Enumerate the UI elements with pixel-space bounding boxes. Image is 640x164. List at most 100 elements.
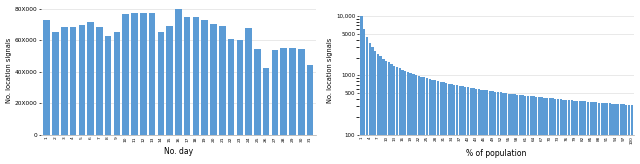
Bar <box>131 13 138 135</box>
Bar <box>280 48 287 135</box>
Bar <box>157 31 164 135</box>
Bar <box>576 101 579 164</box>
Bar <box>429 79 431 164</box>
Bar <box>366 37 368 164</box>
Bar <box>210 24 217 135</box>
Bar <box>418 76 420 164</box>
Bar <box>600 103 603 164</box>
Bar <box>237 40 243 135</box>
Bar <box>604 103 605 164</box>
Bar <box>489 91 491 164</box>
Bar <box>541 97 543 164</box>
Bar <box>559 99 562 164</box>
Bar <box>70 27 76 135</box>
Bar <box>620 104 622 164</box>
Bar <box>513 94 516 164</box>
Bar <box>407 72 409 164</box>
Bar <box>456 85 458 164</box>
Bar <box>579 101 581 164</box>
X-axis label: % of population: % of population <box>467 149 527 158</box>
Bar <box>390 64 393 164</box>
Bar <box>453 85 456 164</box>
Bar <box>486 91 488 164</box>
Bar <box>404 71 406 164</box>
Bar <box>442 82 445 164</box>
Bar <box>622 104 625 164</box>
Bar <box>552 98 554 164</box>
Bar <box>628 105 630 164</box>
Bar <box>420 77 423 164</box>
Bar <box>568 100 570 164</box>
Bar <box>166 26 173 135</box>
Bar <box>184 17 191 135</box>
Bar <box>565 100 568 164</box>
Bar <box>524 95 527 164</box>
Bar <box>472 88 475 164</box>
Bar <box>388 62 390 164</box>
Bar <box>483 90 486 164</box>
Bar <box>271 51 278 135</box>
Bar <box>470 88 472 164</box>
Bar <box>445 83 447 164</box>
Bar <box>518 95 521 164</box>
Bar <box>554 99 556 164</box>
Bar <box>148 13 156 135</box>
Bar <box>581 101 584 164</box>
Bar <box>415 75 417 164</box>
Bar <box>140 13 147 135</box>
Bar <box>589 102 592 164</box>
Bar <box>535 97 538 164</box>
Bar <box>448 84 450 164</box>
Bar <box>431 80 434 164</box>
Bar <box>477 89 480 164</box>
Bar <box>548 98 551 164</box>
Bar <box>563 100 564 164</box>
Bar <box>96 27 102 135</box>
Bar <box>614 104 616 164</box>
Bar <box>609 103 611 164</box>
Bar <box>374 51 376 164</box>
Bar <box>587 102 589 164</box>
Bar <box>382 59 385 164</box>
Bar <box>570 100 573 164</box>
Bar <box>625 105 627 164</box>
Bar <box>516 94 518 164</box>
Bar <box>298 49 305 135</box>
Bar <box>114 32 120 135</box>
Bar <box>606 103 608 164</box>
Bar <box>79 25 85 135</box>
Bar <box>410 73 412 164</box>
Bar <box>175 9 182 135</box>
Bar <box>527 96 529 164</box>
Bar <box>377 54 379 164</box>
Bar <box>436 81 439 164</box>
Bar <box>105 36 111 135</box>
Bar <box>401 70 404 164</box>
Bar <box>494 92 497 164</box>
Bar <box>263 68 269 135</box>
Bar <box>459 86 461 164</box>
Bar <box>219 26 225 135</box>
Bar <box>543 98 545 164</box>
Bar <box>593 102 595 164</box>
Bar <box>396 67 398 164</box>
Bar <box>289 48 296 135</box>
Bar <box>423 77 426 164</box>
Bar <box>598 103 600 164</box>
Bar <box>500 92 502 164</box>
Bar <box>497 92 499 164</box>
Bar <box>393 66 396 164</box>
Bar <box>245 28 252 135</box>
Bar <box>369 43 371 164</box>
Bar <box>557 99 559 164</box>
Bar <box>399 68 401 164</box>
Bar <box>611 104 614 164</box>
Bar <box>363 29 365 164</box>
Bar <box>412 74 415 164</box>
Bar <box>61 27 68 135</box>
Bar <box>52 32 59 135</box>
Bar <box>617 104 620 164</box>
Bar <box>508 93 510 164</box>
Bar <box>464 87 467 164</box>
Bar <box>532 96 534 164</box>
